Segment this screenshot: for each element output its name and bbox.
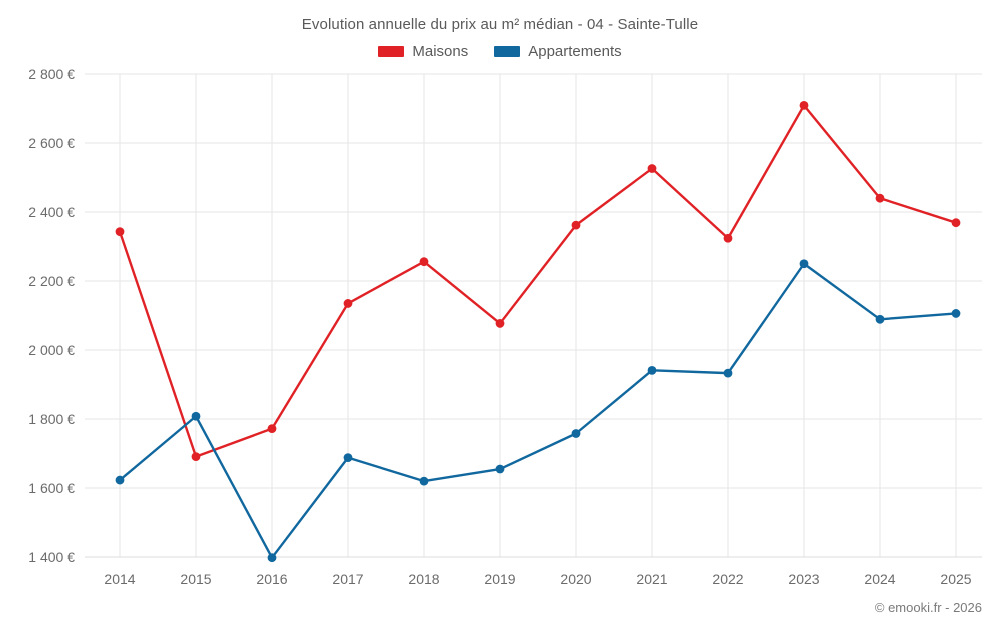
data-point[interactable] bbox=[799, 259, 809, 269]
legend-item-maisons[interactable]: Maisons bbox=[378, 44, 468, 59]
legend-label: Appartements bbox=[528, 43, 622, 60]
x-axis-tick-label: 2014 bbox=[104, 571, 136, 587]
x-axis-tick-label: 2025 bbox=[940, 571, 972, 587]
data-point[interactable] bbox=[419, 476, 429, 486]
x-axis-tick-label: 2018 bbox=[408, 571, 440, 587]
x-axis-tick-label: 2015 bbox=[180, 571, 212, 587]
legend-item-appartements[interactable]: Appartements bbox=[494, 43, 622, 60]
data-point[interactable] bbox=[191, 452, 201, 462]
data-point[interactable] bbox=[875, 314, 885, 324]
data-point[interactable] bbox=[875, 193, 885, 203]
data-point[interactable] bbox=[343, 299, 353, 308]
x-axis-tick-label: 2021 bbox=[636, 571, 668, 587]
data-point[interactable] bbox=[115, 475, 125, 485]
x-axis-tick-label: 2022 bbox=[712, 571, 744, 587]
data-point[interactable] bbox=[191, 411, 201, 421]
data-point[interactable] bbox=[571, 429, 581, 438]
x-axis-tick-label: 2017 bbox=[332, 571, 364, 587]
copyright-footer: © emooki.fr - 2026 bbox=[874, 600, 982, 615]
data-point[interactable] bbox=[495, 319, 505, 328]
y-axis-tick-label: 1 800 € bbox=[28, 411, 75, 427]
chart-legend: Maisons Appartements bbox=[0, 44, 1000, 59]
data-point[interactable] bbox=[647, 365, 657, 375]
data-point[interactable] bbox=[495, 464, 505, 474]
data-point[interactable] bbox=[723, 368, 733, 378]
x-axis-tick-label: 2020 bbox=[560, 571, 592, 587]
chart-title: Evolution annuelle du prix au m² médian … bbox=[301, 16, 699, 33]
data-point[interactable] bbox=[951, 218, 961, 228]
data-point[interactable] bbox=[267, 424, 277, 434]
data-point[interactable] bbox=[799, 100, 809, 110]
data-point[interactable] bbox=[571, 220, 581, 230]
data-point[interactable] bbox=[267, 553, 277, 563]
legend-label: Maisons bbox=[412, 43, 469, 60]
y-axis-tick-label: 2 800 € bbox=[28, 66, 75, 82]
x-axis-tick-label: 2024 bbox=[864, 571, 896, 587]
series-line-appartements bbox=[118, 262, 958, 559]
y-axis-tick-label: 2 000 € bbox=[28, 342, 75, 358]
legend-swatch-icon bbox=[378, 46, 405, 57]
legend-swatch-icon bbox=[494, 46, 521, 57]
data-point[interactable] bbox=[115, 227, 125, 237]
y-axis-tick-label: 2 200 € bbox=[28, 273, 75, 289]
data-point[interactable] bbox=[647, 164, 657, 173]
x-axis-tick-label: 2019 bbox=[484, 571, 516, 587]
x-axis-tick-label: 2016 bbox=[256, 571, 288, 587]
data-point[interactable] bbox=[343, 453, 353, 463]
y-axis-tick-label: 2 400 € bbox=[28, 204, 75, 220]
data-point[interactable] bbox=[723, 233, 733, 243]
y-axis-tick-label: 1 600 € bbox=[28, 480, 75, 496]
data-point[interactable] bbox=[419, 257, 429, 267]
data-point[interactable] bbox=[951, 309, 961, 318]
y-axis-tick-label: 1 400 € bbox=[28, 549, 75, 565]
y-axis-tick-label: 2 600 € bbox=[28, 135, 75, 151]
x-axis-tick-label: 2023 bbox=[788, 571, 820, 587]
series-line-maisons bbox=[118, 104, 958, 458]
